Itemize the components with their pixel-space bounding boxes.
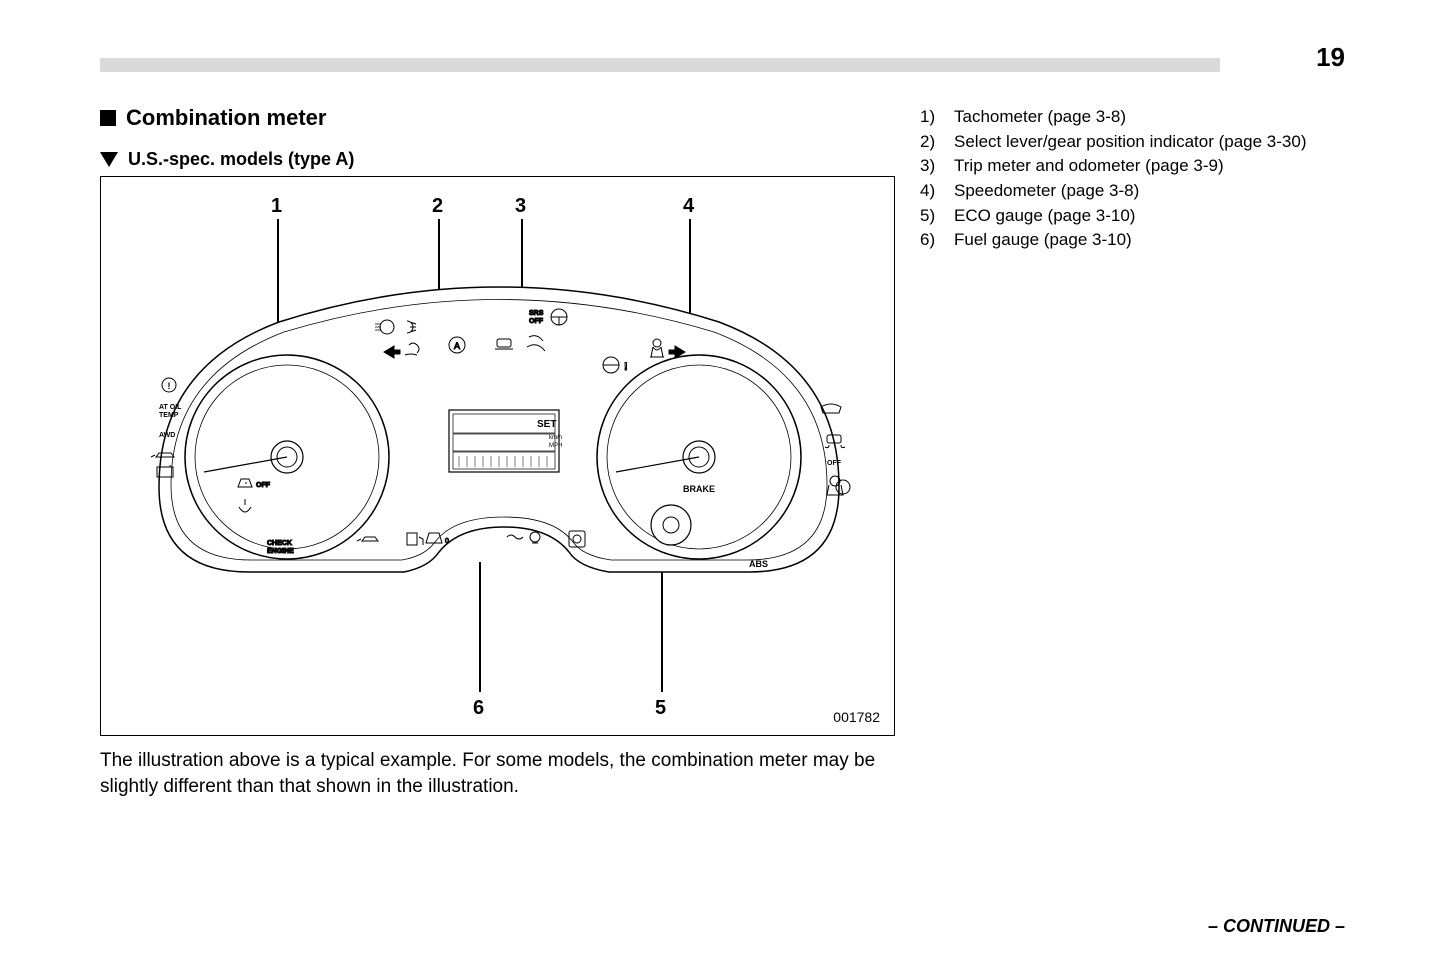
check-engine-label: CHECK [267, 540, 292, 547]
legend-item: 5) ECO gauge (page 3-10) [920, 204, 1320, 229]
legend-text: Tachometer (page 3-8) [954, 105, 1320, 130]
section-title: Combination meter [126, 105, 326, 131]
set-label: SET [537, 419, 556, 430]
svg-text:TEMP: TEMP [159, 412, 179, 419]
svg-text:SRS: SRS [529, 310, 544, 317]
callout-6: 6 [473, 697, 484, 720]
legend-number: 3) [920, 154, 954, 179]
callout-3: 3 [515, 195, 526, 218]
svg-text:A: A [454, 341, 460, 351]
continued-footer: – CONTINUED – [1208, 916, 1345, 937]
section-subtitle: U.S.-spec. models (type A) [128, 149, 354, 170]
diagram-caption: The illustration above is a typical exam… [100, 748, 895, 799]
square-bullet-icon [100, 110, 116, 126]
at-oil-label: AT OIL [159, 404, 182, 411]
legend-text: ECO gauge (page 3-10) [954, 204, 1320, 229]
legend-item: 2) Select lever/gear position indicator … [920, 130, 1320, 155]
legend-number: 5) [920, 204, 954, 229]
callout-2: 2 [432, 195, 443, 218]
brake-label: BRAKE [683, 484, 715, 494]
legend-number: 6) [920, 228, 954, 253]
legend-text: Select lever/gear position indicator (pa… [954, 130, 1320, 155]
diagram-frame: 1 2 3 4 6 5 [100, 176, 895, 736]
legend-number: 4) [920, 179, 954, 204]
legend-item: 4) Speedometer (page 3-8) [920, 179, 1320, 204]
legend-text: Speedometer (page 3-8) [954, 179, 1320, 204]
section-heading: Combination meter [100, 105, 895, 131]
mph-label: MPH [549, 443, 562, 449]
sub-heading: U.S.-spec. models (type A) [100, 149, 895, 170]
abs-label: ABS [749, 559, 768, 569]
page-number: 19 [1316, 42, 1345, 73]
svg-text:!: ! [168, 381, 171, 391]
svg-text:0: 0 [445, 538, 449, 545]
legend-item: 1) Tachometer (page 3-8) [920, 105, 1320, 130]
legend-item: 6) Fuel gauge (page 3-10) [920, 228, 1320, 253]
header-bar [100, 58, 1220, 72]
awd-label: AWD [159, 432, 175, 439]
svg-text:OFF: OFF [256, 482, 271, 489]
main-content: Combination meter U.S.-spec. models (typ… [100, 105, 895, 799]
kmh-label: km/h [549, 435, 562, 441]
off-label: OFF [827, 460, 842, 467]
svg-text:OFF: OFF [529, 318, 544, 325]
legend-list: 1) Tachometer (page 3-8) 2) Select lever… [920, 105, 1320, 253]
instrument-cluster-icon: BRAKE ABS SET km/h MPH [129, 267, 869, 607]
legend-number: 2) [920, 130, 954, 155]
legend-number: 1) [920, 105, 954, 130]
svg-text:ENGINE: ENGINE [267, 548, 294, 555]
svg-text:!: ! [624, 361, 628, 373]
legend-item: 3) Trip meter and odometer (page 3-9) [920, 154, 1320, 179]
image-code: 001782 [833, 709, 880, 725]
callout-4: 4 [683, 195, 694, 218]
callout-5: 5 [655, 697, 666, 720]
legend-text: Fuel gauge (page 3-10) [954, 228, 1320, 253]
callout-1: 1 [271, 195, 282, 218]
legend-text: Trip meter and odometer (page 3-9) [954, 154, 1320, 179]
triangle-bullet-icon [100, 152, 118, 167]
